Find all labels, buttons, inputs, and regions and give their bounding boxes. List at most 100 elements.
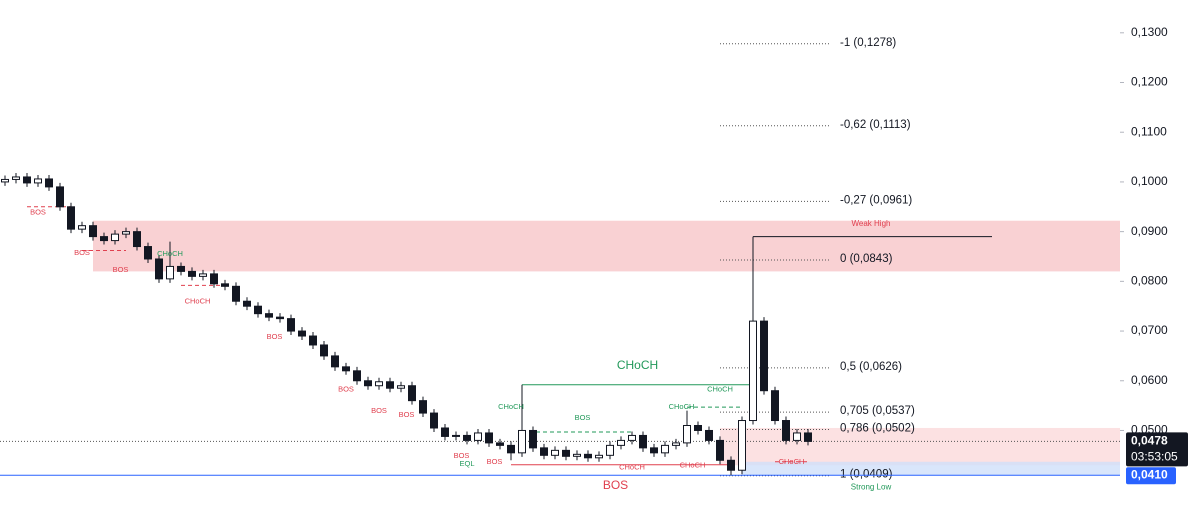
- candle-body: [232, 285, 240, 302]
- candle-body: [298, 330, 306, 337]
- zone: [93, 220, 1120, 272]
- annotation: CHoCH: [185, 297, 211, 306]
- y-tick-label: 0,0600: [1131, 373, 1168, 387]
- candle-body: [100, 236, 108, 242]
- zone: [742, 461, 1120, 476]
- candle-body: [67, 206, 75, 230]
- countdown: 03:53:05: [1131, 450, 1178, 464]
- plot: -1 (0,1278) -0,62 (0,1113) -0,27 (0,0961) 0…: [0, 37, 1120, 492]
- candle-body: [199, 273, 207, 277]
- candle-body: [584, 453, 592, 459]
- candle-body: [639, 434, 647, 449]
- candle-body: [188, 270, 196, 277]
- fib-label: -0,62 (0,1113): [840, 119, 911, 131]
- candle-body: [507, 444, 515, 454]
- annotation: BOS: [74, 248, 90, 257]
- candle-body: [287, 318, 295, 332]
- low-price-label: 0,0410: [1131, 467, 1168, 481]
- candle-body: [441, 427, 449, 437]
- candle-body: [353, 370, 361, 382]
- annotation: EQL: [459, 459, 474, 468]
- candle-body: [562, 449, 570, 457]
- candle-body: [177, 265, 185, 272]
- y-tick-label: 0,1000: [1131, 174, 1168, 188]
- annotation: BOS: [113, 265, 129, 274]
- annotation: CHoCH: [680, 461, 706, 470]
- candle-body: [342, 366, 350, 372]
- candle-body: [518, 429, 526, 454]
- candle-body: [760, 320, 768, 392]
- annotation: CHoCH: [669, 402, 695, 411]
- annotation: BOS: [338, 385, 354, 394]
- annotation: CHoCH: [619, 463, 645, 472]
- annotation: CHoCH: [707, 385, 733, 394]
- candle-body: [595, 454, 603, 459]
- zone-label: Weak High: [852, 219, 891, 228]
- candle-body: [683, 424, 691, 444]
- candle-body: [694, 424, 702, 431]
- zone-label: Strong Low: [851, 482, 892, 491]
- zones: Weak High Strong Low: [93, 219, 1120, 491]
- last-price-tag: [1126, 432, 1188, 467]
- candle-body: [320, 344, 328, 357]
- candle-body: [738, 420, 746, 471]
- candle-body: [12, 176, 20, 180]
- candle-body: [650, 447, 658, 454]
- annotation: BOS: [575, 413, 591, 422]
- candle-body: [408, 385, 416, 402]
- candle-body: [419, 400, 427, 414]
- candle-body: [474, 432, 482, 441]
- candle-body: [496, 442, 504, 446]
- annotation: BOS: [267, 332, 283, 341]
- candle-body: [276, 316, 284, 320]
- y-tick-label: 0,0700: [1131, 323, 1168, 337]
- annotation: BOS: [371, 406, 387, 415]
- candle-body: [452, 434, 460, 437]
- fib-label: 0,705 (0,0537): [840, 405, 915, 417]
- low-price-tag: [1126, 467, 1176, 485]
- candle-body: [166, 265, 174, 280]
- candle-body: [771, 390, 779, 422]
- annotation: CHoCH: [779, 457, 805, 466]
- candle-body: [672, 442, 680, 446]
- y-tick-label: 0,1100: [1131, 124, 1167, 138]
- candle-body: [265, 313, 273, 318]
- candle-body: [210, 273, 218, 285]
- candle-body: [716, 439, 724, 461]
- candle-body: [463, 434, 471, 441]
- candle-body: [254, 305, 262, 315]
- annotation: CHoCH: [498, 402, 524, 411]
- candle-body: [133, 231, 141, 248]
- candle-body: [782, 420, 790, 441]
- candle-body: [122, 231, 130, 235]
- candle-body: [573, 453, 581, 457]
- candle-body: [144, 246, 152, 260]
- candle-body: [45, 178, 53, 188]
- candle-body: [331, 355, 339, 368]
- candle-body: [628, 434, 636, 441]
- candle-body: [804, 432, 812, 442]
- last-price-label: 0,0478: [1131, 434, 1168, 448]
- candle-body: [617, 439, 625, 446]
- candle-body: [1, 178, 9, 183]
- candle-body: [78, 225, 86, 230]
- y-tick-label: 0,0900: [1131, 224, 1168, 238]
- y-tick-label: 0,1200: [1131, 75, 1168, 89]
- candle-body: [540, 447, 548, 456]
- candle-body: [155, 258, 163, 280]
- candle-body: [485, 432, 493, 444]
- annotation: BOS: [30, 208, 46, 217]
- fib-label: -0,27 (0,0961): [840, 194, 912, 206]
- annotation: BOS: [487, 457, 503, 466]
- annotation: CHoCH: [617, 358, 658, 372]
- candle-body: [606, 444, 614, 456]
- annotation: BOS: [603, 478, 628, 492]
- candle-body: [551, 449, 559, 456]
- candle-body: [375, 381, 383, 387]
- candle-body: [727, 459, 735, 471]
- y-tick-label: 0,0800: [1131, 274, 1168, 288]
- candle-body: [111, 233, 119, 242]
- candle-body: [364, 380, 372, 387]
